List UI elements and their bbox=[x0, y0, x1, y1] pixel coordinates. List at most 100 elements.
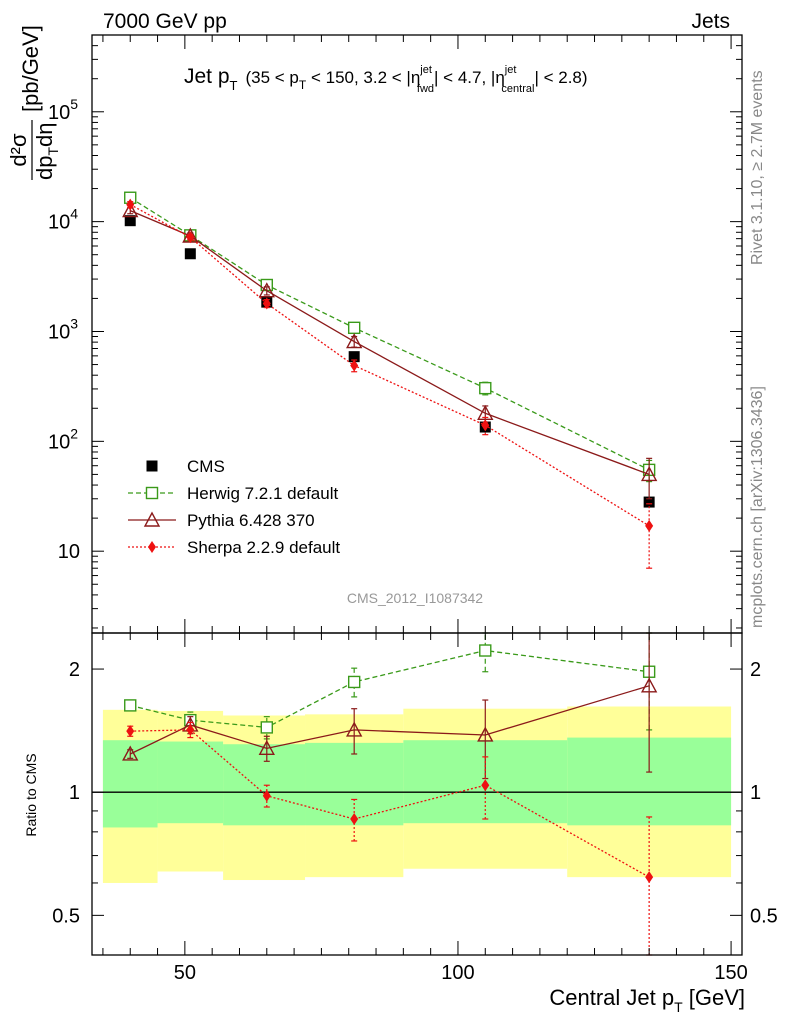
xlabel-sub: T bbox=[674, 999, 683, 1015]
green-band-bin bbox=[157, 741, 224, 824]
y-tick-label-exp: 2 bbox=[70, 425, 78, 441]
main-ylabel: d²σ dpTdη [pb/GeV] bbox=[6, 25, 61, 180]
ylabel-den-main: dp bbox=[32, 156, 57, 180]
header-left: 7000 GeV pp bbox=[103, 10, 227, 33]
ratio-y-tick-label-right: 2 bbox=[750, 659, 761, 681]
plot-title-cut4: | < 2.8) bbox=[534, 68, 587, 87]
series-line-pythia bbox=[129, 210, 650, 476]
ylabel-num: d²σ bbox=[6, 133, 31, 167]
legend: CMS Herwig 7.2.1 default Pythia 6.428 370 S… bbox=[128, 457, 340, 557]
data-point bbox=[148, 541, 156, 553]
data-point bbox=[262, 789, 271, 802]
y-tick-label: 102 bbox=[48, 425, 78, 453]
data-point bbox=[350, 813, 359, 826]
series-sherpa bbox=[126, 198, 654, 569]
y-tick-label-base: 10 bbox=[48, 431, 70, 453]
data-point bbox=[481, 779, 490, 792]
data-point bbox=[122, 745, 139, 761]
xlabel-main: Central Jet p bbox=[549, 985, 674, 1010]
data-point bbox=[640, 677, 658, 693]
analysis-id: CMS_2012_I1087342 bbox=[347, 590, 483, 606]
data-point bbox=[122, 202, 139, 218]
plot-title-eta-fwd-sup: jet bbox=[419, 64, 432, 76]
xlabel-unit: [GeV] bbox=[683, 985, 745, 1010]
data-point bbox=[348, 351, 360, 363]
data-point bbox=[640, 465, 658, 482]
data-point bbox=[184, 248, 196, 260]
data-point bbox=[145, 486, 159, 500]
ratio-y-tick-label-left: 2 bbox=[69, 659, 80, 681]
data-point bbox=[477, 726, 494, 742]
data-point bbox=[347, 321, 361, 335]
y-tick-label-exp: 5 bbox=[70, 96, 78, 112]
ratio-y-tick-label-right: 0.5 bbox=[750, 905, 778, 927]
series-herwig bbox=[124, 191, 656, 483]
series-line-herwig bbox=[130, 649, 650, 729]
data-point bbox=[645, 519, 654, 532]
data-point bbox=[350, 359, 359, 372]
data-point bbox=[258, 739, 275, 756]
legend-label-sherpa: Sherpa 2.2.9 default bbox=[187, 538, 340, 557]
xlabel: Central Jet pT [GeV] bbox=[549, 985, 745, 1015]
ylabel-den-end: dη bbox=[32, 122, 57, 146]
data-point bbox=[479, 644, 492, 657]
legend-label-herwig: Herwig 7.2.1 default bbox=[187, 484, 338, 503]
data-point bbox=[126, 198, 135, 211]
plot-title-eta-cen-sub: central bbox=[501, 83, 534, 95]
ratio-y-tick-label-left: 1 bbox=[69, 782, 80, 804]
ratio-y-tick-label-right: 1 bbox=[750, 782, 761, 804]
ylabel-den: dpTdη bbox=[32, 122, 61, 180]
y-tick-label-exp: 3 bbox=[70, 315, 78, 331]
y-tick-label: 105 bbox=[48, 96, 78, 124]
data-point bbox=[124, 215, 136, 227]
main-series-layer bbox=[122, 191, 658, 569]
header-right: Jets bbox=[691, 10, 730, 33]
data-point bbox=[347, 675, 361, 689]
data-point bbox=[643, 496, 655, 508]
series-line-pythia bbox=[129, 685, 650, 755]
data-point bbox=[186, 231, 195, 244]
x-tick-label: 150 bbox=[714, 962, 747, 984]
plot-title-main-sub: T bbox=[230, 78, 238, 93]
data-point bbox=[143, 511, 161, 527]
plot-title-eta-cen-sup: jet bbox=[504, 64, 517, 76]
plot-title-cut-sub1: T bbox=[299, 78, 307, 92]
y-tick-label-base: 10 bbox=[48, 102, 70, 124]
series-sherpa bbox=[126, 721, 654, 956]
ylabel-unit: [pb/GeV] bbox=[18, 25, 43, 112]
series-line-herwig bbox=[129, 197, 650, 471]
data-point bbox=[126, 725, 135, 738]
ylabel-den-sub: T bbox=[45, 147, 61, 156]
ratio-series-layer bbox=[122, 632, 658, 956]
plot-title-main: Jet p bbox=[184, 65, 230, 88]
data-point bbox=[645, 871, 654, 884]
plot-title-cut3: | < 4.7, |η bbox=[434, 68, 505, 87]
data-point bbox=[260, 721, 273, 734]
data-point bbox=[124, 699, 137, 712]
y-tick-label-base: 10 bbox=[58, 541, 80, 563]
legend-label-pythia: Pythia 6.428 370 bbox=[187, 511, 315, 530]
x-tick-label: 50 bbox=[174, 962, 196, 984]
data-point bbox=[262, 297, 271, 310]
data-point bbox=[479, 381, 492, 395]
data-point bbox=[146, 460, 158, 472]
rivet-label: Rivet 3.1.10, ≥ 2.7M events bbox=[749, 70, 766, 265]
data-point bbox=[258, 282, 275, 298]
y-tick-label-base: 10 bbox=[48, 321, 70, 343]
plot-title-eta-fwd-sub: fwd bbox=[417, 83, 434, 95]
series-line-sherpa bbox=[129, 204, 650, 527]
plot-title-cut1: (35 < p bbox=[245, 68, 298, 87]
y-tick-label: 103 bbox=[48, 315, 78, 343]
data-point bbox=[346, 721, 363, 737]
y-tick-label-exp: 4 bbox=[70, 206, 78, 222]
legend-label-cms: CMS bbox=[187, 457, 225, 476]
ratio-y-tick-label-left: 0.5 bbox=[52, 905, 80, 927]
y-tick-label: 10 bbox=[58, 541, 80, 563]
data-point bbox=[481, 419, 490, 432]
plot-title-cut2: < 150, 3.2 < |η bbox=[306, 68, 420, 87]
x-tick-label: 100 bbox=[441, 962, 474, 984]
ratio-frame bbox=[91, 632, 743, 956]
ratio-ylabel: Ratio to CMS bbox=[23, 753, 39, 836]
